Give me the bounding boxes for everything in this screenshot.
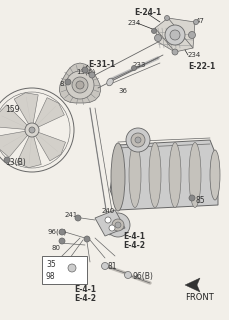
Text: 13(B): 13(B) xyxy=(5,158,26,167)
Ellipse shape xyxy=(128,142,140,207)
Circle shape xyxy=(164,15,169,20)
Circle shape xyxy=(131,133,144,147)
Circle shape xyxy=(72,77,88,93)
Polygon shape xyxy=(0,105,28,130)
Circle shape xyxy=(164,25,184,45)
Circle shape xyxy=(76,81,84,89)
Ellipse shape xyxy=(148,142,160,207)
Text: 234: 234 xyxy=(128,20,141,26)
Text: E-31-1: E-31-1 xyxy=(88,60,115,69)
Text: 47: 47 xyxy=(195,18,204,24)
Text: 159: 159 xyxy=(5,105,19,114)
Circle shape xyxy=(188,31,195,38)
Circle shape xyxy=(131,66,136,70)
Polygon shape xyxy=(34,132,65,161)
Polygon shape xyxy=(109,140,217,210)
Text: FRONT: FRONT xyxy=(184,293,213,302)
Circle shape xyxy=(188,195,194,201)
Text: 85: 85 xyxy=(195,196,205,205)
Circle shape xyxy=(4,157,10,163)
Circle shape xyxy=(59,229,65,235)
Circle shape xyxy=(65,79,71,85)
Circle shape xyxy=(151,28,156,34)
Text: E-24-1: E-24-1 xyxy=(134,8,161,17)
Circle shape xyxy=(154,35,161,42)
Bar xyxy=(42,256,87,284)
Circle shape xyxy=(89,72,95,78)
Text: 81: 81 xyxy=(108,262,117,271)
Text: 234: 234 xyxy=(187,52,200,58)
Text: 233: 233 xyxy=(132,62,146,68)
Polygon shape xyxy=(59,63,100,103)
Circle shape xyxy=(84,236,90,242)
Text: 241: 241 xyxy=(65,212,78,218)
Circle shape xyxy=(66,71,94,99)
Circle shape xyxy=(124,271,131,278)
Circle shape xyxy=(29,127,35,133)
Circle shape xyxy=(109,225,114,231)
Polygon shape xyxy=(17,134,41,168)
Text: E-4-1: E-4-1 xyxy=(123,232,144,241)
Text: 36: 36 xyxy=(117,88,126,94)
Circle shape xyxy=(75,215,81,221)
Ellipse shape xyxy=(111,143,124,211)
Circle shape xyxy=(105,217,111,223)
Ellipse shape xyxy=(168,142,180,207)
Circle shape xyxy=(101,262,108,269)
Circle shape xyxy=(171,49,177,55)
Ellipse shape xyxy=(188,142,200,207)
Text: 35: 35 xyxy=(46,260,55,269)
Circle shape xyxy=(68,264,76,272)
Circle shape xyxy=(125,128,149,152)
Text: 96(B): 96(B) xyxy=(132,272,153,281)
Text: 240: 240 xyxy=(101,208,114,214)
Polygon shape xyxy=(0,131,29,157)
Circle shape xyxy=(106,213,129,237)
Text: E-4-1: E-4-1 xyxy=(74,285,95,294)
Circle shape xyxy=(25,123,39,137)
Polygon shape xyxy=(34,98,64,128)
Text: 13(A): 13(A) xyxy=(76,68,95,75)
Text: 96(A): 96(A) xyxy=(48,228,67,235)
Circle shape xyxy=(193,20,198,25)
Text: 98: 98 xyxy=(46,272,55,281)
Circle shape xyxy=(112,219,123,231)
Text: E-22-1: E-22-1 xyxy=(187,62,214,71)
Polygon shape xyxy=(184,278,199,292)
Circle shape xyxy=(82,67,88,73)
Circle shape xyxy=(114,222,120,228)
Text: E-4-2: E-4-2 xyxy=(123,241,144,250)
Polygon shape xyxy=(14,93,38,126)
Polygon shape xyxy=(154,18,194,52)
Text: 80: 80 xyxy=(52,245,61,251)
Circle shape xyxy=(169,30,179,40)
Ellipse shape xyxy=(209,150,219,200)
Text: E-4-2: E-4-2 xyxy=(74,294,95,303)
Text: 8: 8 xyxy=(60,81,64,87)
Ellipse shape xyxy=(106,78,113,86)
Polygon shape xyxy=(95,210,124,236)
Circle shape xyxy=(134,137,140,143)
Circle shape xyxy=(59,238,65,244)
